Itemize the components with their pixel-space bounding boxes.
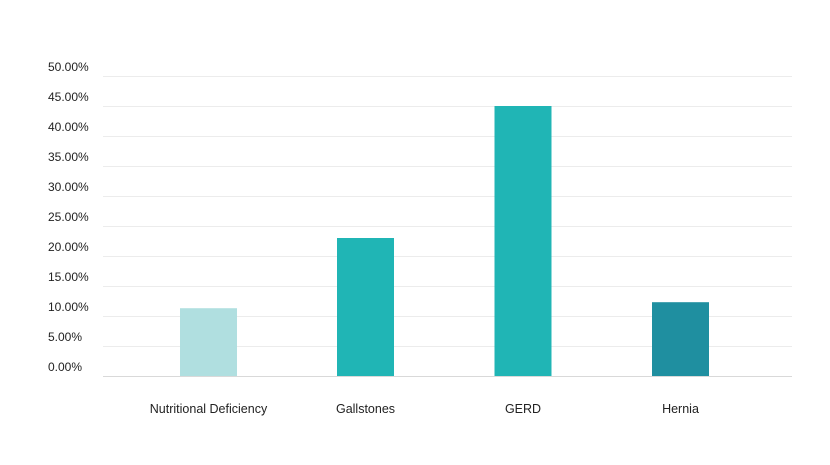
y-tick-label: 20.00% xyxy=(48,240,89,254)
y-tick-label: 5.00% xyxy=(48,330,82,344)
bar-nutritional-deficiency[interactable] xyxy=(180,308,237,376)
y-tick-label: 35.00% xyxy=(48,150,89,164)
x-tick-label: Hernia xyxy=(662,402,699,416)
y-tick-label: 40.00% xyxy=(48,120,89,134)
x-tick-label: Gallstones xyxy=(336,402,395,416)
y-tick-label: 15.00% xyxy=(48,270,89,284)
bar-hernia[interactable] xyxy=(652,302,709,376)
y-tick-label: 25.00% xyxy=(48,210,89,224)
bar-gallstones[interactable] xyxy=(337,238,394,376)
x-tick-label: GERD xyxy=(505,402,541,416)
x-tick-label: Nutritional Deficiency xyxy=(150,402,268,416)
y-tick-label: 45.00% xyxy=(48,90,89,104)
y-tick-label: 50.00% xyxy=(48,60,89,74)
y-axis-tick-labels: 0.00% 5.00% 10.00% 15.00% 20.00% 25.00% 30.00%… xyxy=(48,60,89,374)
y-tick-label: 30.00% xyxy=(48,180,89,194)
y-tick-label: 10.00% xyxy=(48,300,89,314)
y-tick-label: 0.00% xyxy=(48,360,82,374)
x-axis-tick-labels: Nutritional Deficiency Gallstones GERD Hern… xyxy=(150,402,699,416)
bar-gerd[interactable] xyxy=(494,106,552,376)
bars xyxy=(180,106,709,376)
